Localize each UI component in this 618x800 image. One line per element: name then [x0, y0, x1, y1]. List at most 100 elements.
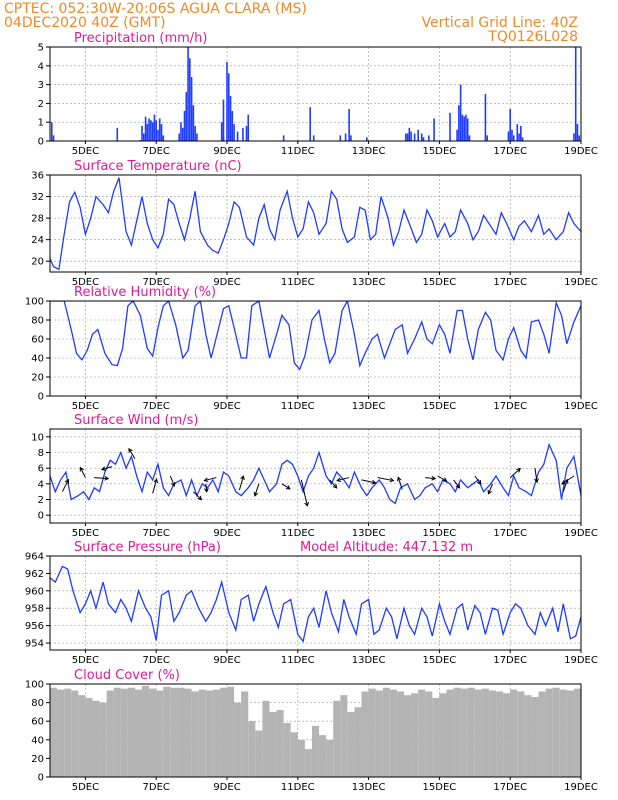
wind-arrow: [61, 478, 70, 492]
wind-arrow: [238, 475, 245, 491]
precipitation-bar: [518, 133, 520, 141]
y-tick-label: 24: [31, 235, 44, 246]
wind-arrow: [204, 483, 209, 493]
wind-arrow: [94, 475, 110, 481]
precipitation-bar: [150, 120, 152, 141]
x-tick-label: 15DEC: [423, 401, 457, 412]
cloud-cover-bar: [57, 689, 65, 777]
y-tick-label: 2: [38, 495, 44, 506]
wind-arrow-shaft: [205, 483, 208, 492]
precipitation-bar: [233, 124, 235, 141]
precipitation-bar: [417, 129, 419, 141]
cloud-cover-bar: [425, 691, 433, 777]
cloud-cover-bar: [50, 687, 58, 777]
y-tick-label: 6: [38, 464, 44, 475]
wind-arrow: [281, 483, 291, 490]
x-tick-label: 9DEC: [213, 146, 240, 157]
model-label: TQ0126L028: [487, 29, 578, 45]
x-tick-label: 17DEC: [493, 528, 527, 539]
wind-arrow-head: [431, 475, 437, 481]
cloud-cover-bar: [354, 707, 362, 777]
precipitation-bar: [344, 133, 347, 141]
y-tick-label: 8: [38, 448, 44, 459]
precipitation-bar: [153, 114, 156, 141]
wind-arrow: [561, 475, 575, 485]
cloud-cover-bar: [446, 689, 454, 777]
cloud-cover-bar: [503, 693, 511, 777]
wind-arrow-head: [285, 485, 291, 490]
wind-arrow-shaft: [425, 477, 436, 480]
wind-arrow-shaft: [79, 467, 86, 478]
wind-arrow-shaft: [152, 479, 158, 494]
cloud-cover-bar: [156, 690, 164, 777]
precipitation-bar: [507, 131, 510, 141]
wind-arrow-head: [332, 483, 338, 489]
x-tick-label: 17DEC: [493, 655, 527, 666]
cloud-cover-bar: [311, 725, 320, 777]
cloud-cover-bar: [453, 687, 461, 777]
precipitation-bar: [162, 135, 165, 141]
wind-arrow-shaft: [509, 468, 521, 478]
y-tick-label: 20: [31, 754, 44, 765]
wind-arrow: [336, 477, 350, 483]
cloud-cover-bar: [375, 690, 383, 777]
x-tick-label: 17DEC: [493, 146, 527, 157]
wind-arrow: [300, 479, 309, 507]
precipitation-bar: [366, 137, 368, 141]
wind-arrow-shaft: [61, 479, 69, 492]
precipitation-panel: Precipitation (mm/h) 5DEC 7DEC 9DEC 11DEC 13D…: [38, 31, 598, 157]
temperature-series-line: [50, 177, 581, 271]
cloud-cover-bar: [559, 689, 567, 777]
cloud-cover-bar: [170, 687, 178, 777]
wind-arrow-head: [371, 479, 377, 485]
cloud-cover-bar: [78, 695, 86, 777]
precipitation-title: Precipitation (mm/h): [74, 31, 207, 46]
cloud-cover-bar: [92, 700, 100, 777]
wind-arrow: [487, 483, 493, 495]
precipitation-bar: [521, 137, 524, 141]
header: CPTEC: 052:30W-20:06S AGUA CLARA (MS) 04…: [4, 1, 578, 45]
precipitation-bar: [158, 118, 161, 141]
precipitation-bar: [160, 124, 163, 141]
precipitation-bar: [220, 122, 223, 141]
y-tick-label: 964: [25, 552, 44, 563]
wind-arrow-shaft: [128, 448, 136, 460]
wind-panel: Surface Wind (m/s) 5DEC 7DEC 9DEC 11DEC 13DEC…: [31, 413, 598, 539]
precipitation-bar: [433, 118, 435, 141]
cloud-cover-bar: [389, 689, 397, 777]
x-tick-label: 11DEC: [281, 655, 315, 666]
cloud-cover-bar: [488, 690, 497, 777]
x-tick-label: 7DEC: [143, 782, 170, 793]
cloud-cover-bar: [219, 687, 227, 777]
precipitation-bar: [466, 118, 469, 141]
y-tick-label: 0: [38, 773, 44, 784]
wind-arrow-head: [128, 447, 133, 453]
precipitation-bar: [189, 58, 191, 141]
cloud-cover-bar: [184, 688, 192, 777]
wind-arrow: [329, 479, 338, 489]
x-tick-label: 11DEC: [281, 401, 315, 412]
x-tick-label: 11DEC: [281, 782, 315, 793]
cloud-cover-bar: [198, 689, 206, 777]
x-tick-label: 15DEC: [423, 655, 457, 666]
wind-arrow-head: [170, 481, 176, 487]
wind-arrow: [377, 477, 395, 483]
cloud-cover-bar: [333, 700, 341, 777]
precipitation-bar: [227, 73, 230, 141]
y-tick-label: 80: [31, 316, 44, 327]
y-tick-label: 962: [25, 569, 44, 580]
cloud-cover-bar: [64, 688, 72, 777]
precipitation-bar: [312, 135, 315, 141]
cloud-cover-bar: [113, 687, 121, 777]
x-tick-label: 5DEC: [72, 146, 99, 157]
wind-arrow-head: [79, 466, 84, 472]
precipitation-bar: [146, 124, 149, 141]
wind-arrow-shaft: [361, 479, 376, 484]
wind-arrow: [203, 477, 217, 483]
precipitation-bar: [181, 127, 184, 141]
wind-arrow-shaft: [474, 475, 482, 485]
vertical-grid-label: Vertical Grid Line: 40Z: [422, 15, 578, 31]
humidity-title: Relative Humidity (%): [74, 285, 216, 300]
x-tick-label: 13DEC: [352, 277, 386, 288]
station-title: CPTEC: 052:30W-20:06S AGUA CLARA (MS): [4, 1, 307, 17]
